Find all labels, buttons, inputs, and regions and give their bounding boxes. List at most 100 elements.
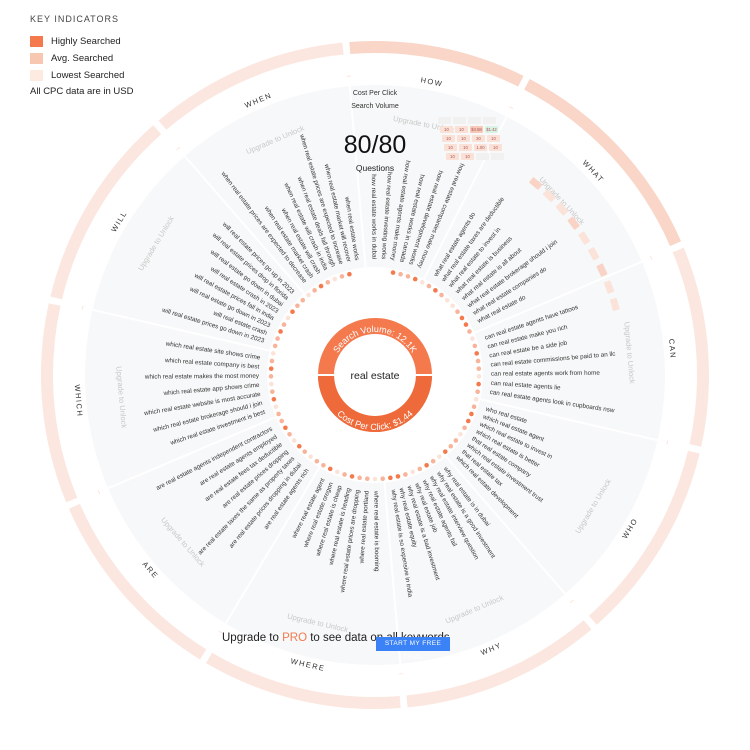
start-free-trial-button[interactable]: START MY FREE TRIAL (376, 637, 450, 661)
volume-dot (290, 309, 295, 314)
volume-dot (308, 454, 313, 459)
section-divider (183, 155, 305, 295)
section-arc-why[interactable] (406, 620, 592, 708)
cpc-tag (442, 135, 455, 142)
question-item[interactable]: can real estate agents lie (490, 380, 561, 392)
volume-dots (268, 270, 482, 482)
volume-dot (302, 449, 308, 454)
volume-dot (296, 443, 302, 449)
volume-dot (312, 288, 317, 293)
volume-dot (453, 438, 459, 443)
volume-dot (462, 425, 467, 431)
cpc-tag-value: 10 (450, 154, 455, 159)
volume-dot (276, 411, 281, 417)
section-arc-can[interactable] (672, 247, 709, 447)
volume-dot (314, 458, 320, 464)
cpc-tags: 10 10 $4.58 $1.42 10 10 30 10 10 10 1.00 10 10 10 (438, 117, 620, 311)
volume-dot (412, 276, 418, 282)
question-item[interactable]: can real estate agents work from home (491, 370, 600, 378)
legend-item-avg: Avg. Searched (30, 50, 133, 67)
legend: KEY INDICATORS Highly Searched Avg. Sear… (30, 14, 133, 97)
volume-dot (357, 475, 362, 481)
volume-dot (281, 322, 287, 327)
legend-swatch-high (30, 36, 43, 47)
section-label-can[interactable]: CAN (667, 338, 678, 359)
cpc-tag (483, 117, 496, 124)
question-item[interactable]: where real estate is booming (372, 490, 380, 572)
volume-dot (306, 292, 311, 298)
volume-dot (474, 351, 480, 356)
volume-dot (325, 280, 331, 285)
section-arc-are[interactable] (68, 503, 207, 660)
section-arc-where[interactable] (205, 652, 401, 709)
legend-swatch-avg (30, 53, 43, 64)
volume-dot (469, 411, 474, 417)
cpc-tag (567, 216, 580, 230)
cpc-tag (438, 117, 451, 124)
volume-dot (269, 381, 274, 387)
section-label-band (69, 308, 108, 493)
cpc-tag-value: 10 (459, 127, 464, 132)
legend-label-high: Highly Searched (51, 36, 121, 47)
question-item[interactable]: how real estate works in dubai (370, 174, 378, 259)
volume-dot (405, 274, 411, 279)
volume-dot (268, 374, 274, 379)
cpc-tag-value: 10 (448, 145, 453, 150)
volume-dot (395, 474, 401, 479)
volume-dot (430, 458, 436, 464)
volume-dot (279, 418, 285, 424)
cpc-note: All CPC data are in USD (30, 86, 134, 97)
cpc-tag-value: 10 (446, 136, 451, 141)
cpc-tag (485, 126, 498, 133)
volume-dot (458, 431, 463, 437)
volume-dot (295, 303, 300, 309)
cpc-tag (476, 153, 489, 160)
volume-dot (448, 443, 454, 449)
question-count-caption: Questions (356, 163, 394, 173)
legend-item-high: Highly Searched (30, 33, 133, 50)
cpc-tag (446, 153, 459, 160)
volume-dot (291, 438, 297, 443)
cpc-tag-value: 1.00 (476, 145, 485, 150)
cpc-tag (487, 135, 500, 142)
volume-dot (272, 343, 278, 349)
cpc-tag (468, 117, 481, 124)
cpc-tag-value: $1.42 (486, 127, 497, 132)
section-label-band (566, 442, 672, 604)
cpc-tag (588, 247, 600, 261)
section-arc-who[interactable] (588, 450, 700, 625)
volume-dot (390, 270, 396, 275)
section-arc-what[interactable] (524, 79, 682, 247)
section-arc-how[interactable] (349, 41, 524, 87)
section-arc-when[interactable] (158, 42, 344, 130)
cpc-tag (459, 144, 472, 151)
cpc-tag (457, 135, 470, 142)
volume-dot (403, 472, 408, 477)
volume-dot (419, 280, 425, 285)
section-arc-will[interactable] (50, 125, 162, 300)
upgrade-prefix: Upgrade to (222, 632, 283, 644)
question-item[interactable]: which real estate makes the most money (144, 373, 260, 381)
section-label-how[interactable]: HOW (420, 75, 444, 88)
volume-dot (270, 389, 275, 395)
cpc-tag (529, 177, 543, 190)
section-label-band (176, 71, 348, 155)
legend-label-low: Lowest Searched (51, 70, 125, 81)
volume-dot (476, 366, 482, 371)
cpc-tag (555, 202, 569, 216)
section-divider (92, 308, 270, 352)
cpc-tag (455, 126, 468, 133)
volume-dot (283, 425, 288, 431)
volume-dot (475, 389, 480, 395)
search-volume-label: Search Volume (351, 103, 399, 110)
cpc-tag (472, 135, 485, 142)
section-arc-which[interactable] (41, 303, 78, 503)
volume-dot (444, 297, 450, 303)
cpc-tag (491, 153, 504, 160)
section-label-which[interactable]: WHICH (73, 384, 85, 418)
cpc-tag (470, 126, 483, 133)
volume-dot (287, 431, 292, 437)
pro-link[interactable]: PRO (282, 632, 308, 644)
volume-dot (476, 374, 482, 379)
cpc-tag-value: 10 (463, 145, 468, 150)
